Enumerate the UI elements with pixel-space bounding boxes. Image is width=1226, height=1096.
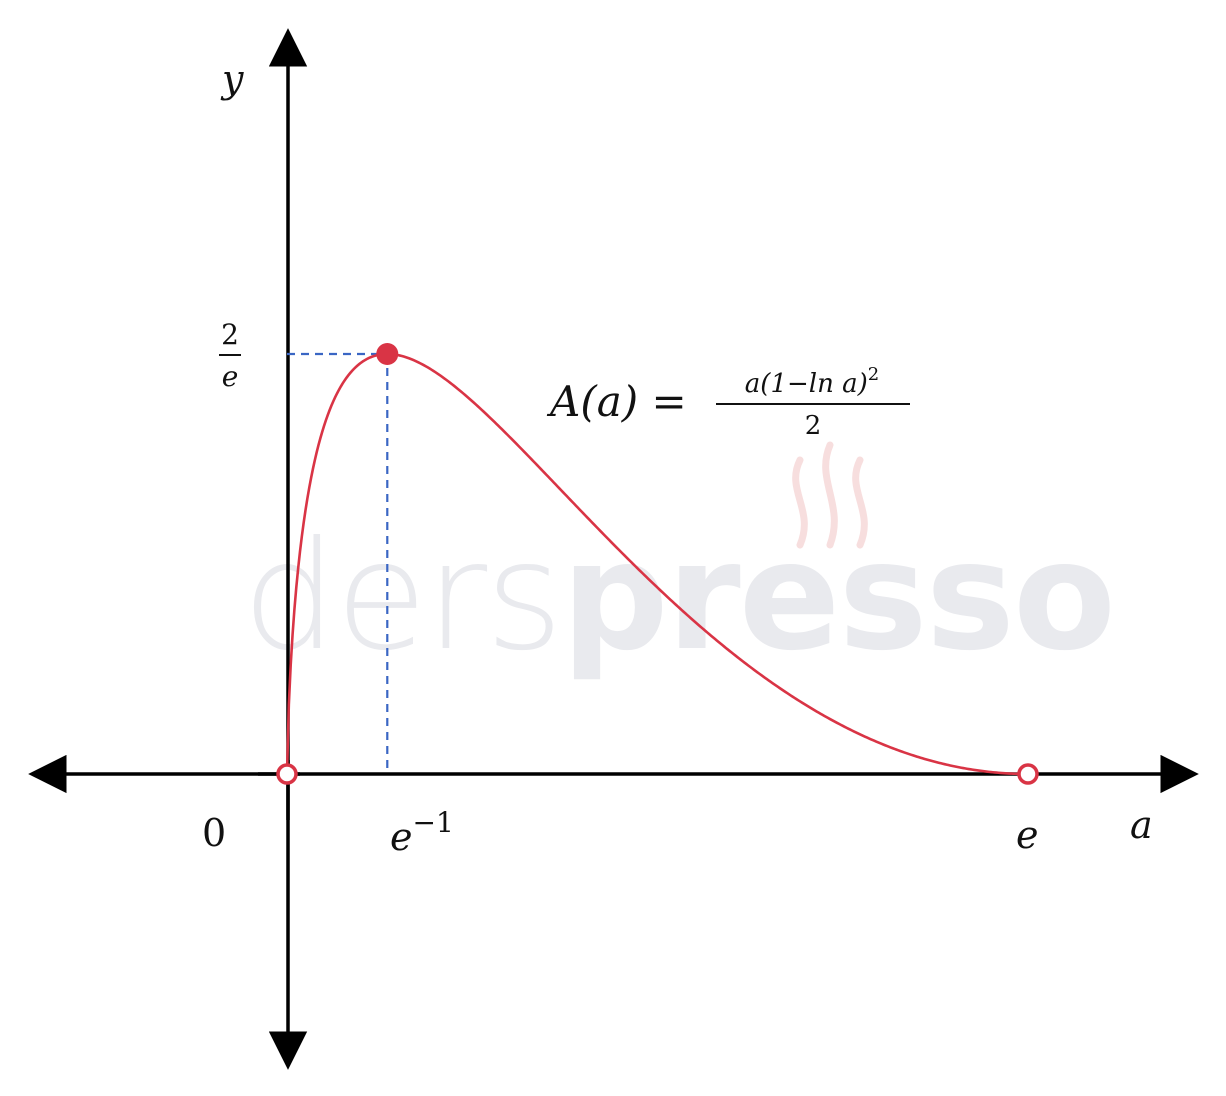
- y-tick-denominator: e: [222, 360, 239, 393]
- function-curve: [285, 352, 1028, 776]
- x-tick-label-e-inverse: e−1: [390, 806, 454, 859]
- formula-numerator-exp: 2: [868, 364, 879, 385]
- watermark-text-bold: presso: [561, 510, 1114, 684]
- y-tick-numerator: 2: [221, 318, 239, 351]
- x-tick-label-e: e: [1016, 813, 1039, 857]
- open-point-2: [1017, 763, 1039, 785]
- formula-lhs: A(a) =: [546, 377, 687, 426]
- formula-denominator: 2: [805, 411, 822, 441]
- points-layer: [276, 343, 1039, 785]
- x-tick-label-e-inverse-base: e: [390, 815, 413, 859]
- open-point-0: [276, 763, 298, 785]
- svg-text:derspresso: derspresso: [242, 510, 1114, 684]
- steam-icon: [792, 441, 868, 549]
- x-tick-label-e-inverse-exp: −1: [413, 806, 454, 839]
- formula-numerator: a(1−ln a)2: [745, 364, 879, 399]
- max-point: [376, 343, 399, 365]
- function-formula: A(a) = a(1−ln a)2 2: [546, 364, 910, 441]
- y-axis-label: y: [220, 57, 244, 101]
- y-tick-label-two-over-e: 2 e: [219, 318, 241, 393]
- x-tick-label-zero: 0: [202, 811, 226, 855]
- x-axis-label: a: [1130, 803, 1153, 847]
- watermark: derspresso: [242, 441, 1116, 684]
- formula-numerator-body: a(1−ln a): [745, 369, 868, 399]
